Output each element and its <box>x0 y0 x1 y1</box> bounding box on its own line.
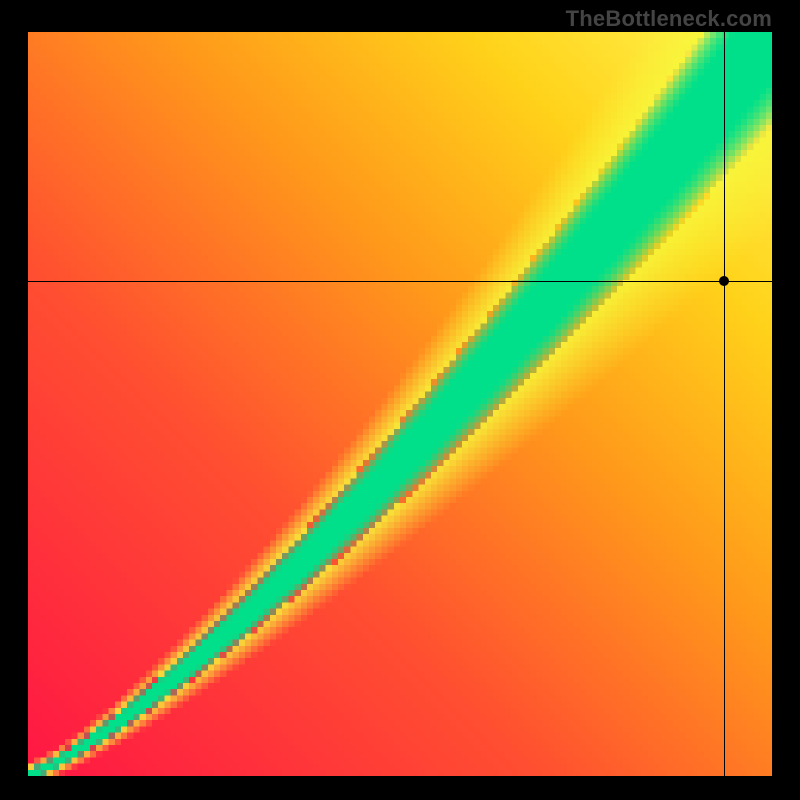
watermark-text: TheBottleneck.com <box>566 6 772 32</box>
plot-area <box>28 32 772 776</box>
bottleneck-heatmap <box>28 32 772 776</box>
crosshair-horizontal <box>28 281 772 282</box>
crosshair-vertical <box>724 32 725 776</box>
marker-dot <box>719 276 729 286</box>
chart-container: TheBottleneck.com <box>0 0 800 800</box>
